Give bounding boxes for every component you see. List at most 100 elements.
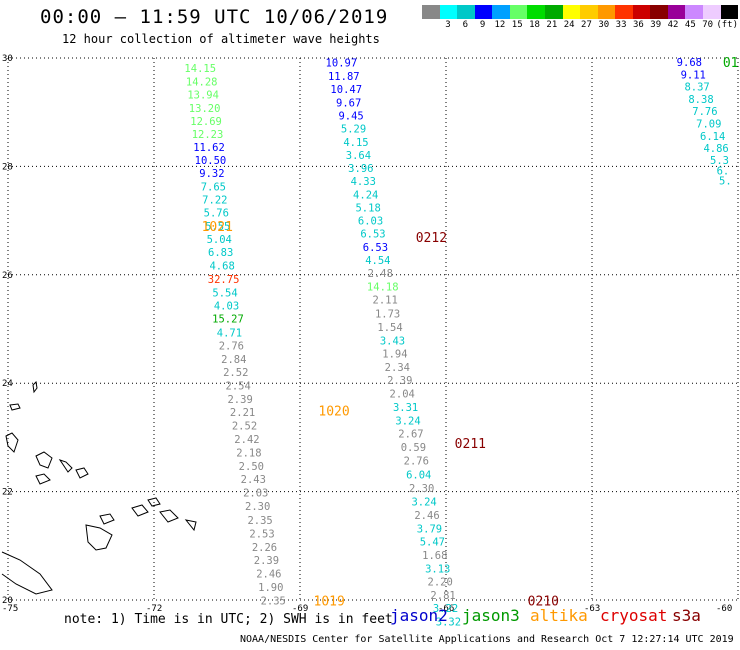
lat-tick-label: 28 [2, 162, 13, 172]
wave-height-point: 6.14 [700, 131, 725, 143]
wave-height-point: 6. [717, 166, 730, 178]
wave-height-point: 1.90 [258, 582, 283, 594]
wave-height-point: 4.15 [343, 137, 368, 149]
lon-tick-label: -60 [716, 604, 732, 614]
legend-tick-label: 27 [581, 20, 592, 30]
wave-height-point: 14.18 [367, 282, 399, 294]
wave-height-point: 3.43 [380, 335, 405, 347]
wave-height-point: 4.86 [703, 143, 728, 155]
coast-island-d [159, 509, 179, 523]
mission-jason3: jason3 [462, 606, 520, 625]
wave-height-point: 5.29 [341, 123, 366, 135]
wave-height-point: 4.68 [209, 261, 234, 273]
chart-title: 00:00 – 11:59 UTC 10/06/2019 [40, 6, 389, 28]
lat-tick-label: 30 [2, 54, 13, 64]
wave-height-point: 2.42 [234, 434, 259, 446]
legend-swatch [562, 5, 581, 19]
wave-height-point: 2.76 [404, 456, 429, 468]
lon-tick-label: -63 [584, 604, 600, 614]
wave-height-point: 3.13 [425, 564, 450, 576]
wave-height-point: 2.18 [236, 448, 261, 460]
wave-height-point: 3.32 [436, 617, 461, 629]
coast-cat-island [35, 451, 53, 469]
wave-height-point: 4.33 [351, 176, 376, 188]
wave-height-point: 1.54 [377, 322, 402, 334]
wave-height-point: 2.30 [409, 483, 434, 495]
legend-swatch [422, 5, 440, 19]
coast-caicos [131, 504, 149, 517]
wave-height-point: 13.20 [189, 103, 221, 115]
wave-height-point: 2.04 [390, 388, 415, 400]
mission-cryosat: cryosat [600, 606, 668, 625]
wave-height-point: 9.11 [681, 69, 706, 81]
wave-height-point: 2.76 [219, 340, 244, 352]
legend-swatch [667, 5, 686, 19]
legend-swatch [685, 5, 703, 19]
wave-height-point: 2.43 [241, 474, 266, 486]
wave-height-point: 1.68 [422, 550, 447, 562]
legend-tick-label: 45 [684, 20, 696, 30]
wave-height-point: 2.39 [227, 394, 252, 406]
wave-height-point: 2.46 [256, 568, 281, 580]
wave-height-point: 2.48 [368, 268, 393, 280]
track: 1019 [314, 595, 345, 610]
wave-height-point: 15.27 [212, 314, 244, 326]
legend-swatch [650, 5, 668, 19]
lat-tick-label: 26 [2, 271, 13, 281]
legend-swatch [720, 5, 739, 19]
coast-island-c [75, 467, 89, 479]
track: 3.313.242.670.592.766.042.303.242.463.79… [393, 402, 486, 629]
legend-tick-label: 15 [511, 20, 523, 30]
wave-height-point: 5.47 [420, 536, 445, 548]
pass-time-label: 1021 [202, 220, 233, 235]
wave-height-point: 1.94 [382, 348, 407, 360]
pass-time-label: 01 [723, 56, 739, 71]
wave-height-point: 2.52 [223, 367, 248, 379]
wave-height-point: 7.65 [201, 181, 226, 193]
legend-tick-label: 12 [494, 20, 506, 30]
wave-height-point: 9.45 [338, 110, 363, 122]
color-scale-legend [422, 5, 739, 19]
wave-height-point: 0.59 [401, 442, 426, 454]
wave-height-point: 2.81 [430, 590, 455, 602]
legend-swatch [580, 5, 598, 19]
wave-height-point: 6.53 [360, 229, 385, 241]
coast-hispaniola [85, 524, 113, 551]
wave-height-point: 5.04 [207, 234, 232, 246]
legend-tick-label: 3 [445, 20, 451, 30]
legend-tick-label: 6 [462, 20, 468, 30]
wave-height-point: 4.54 [365, 255, 390, 267]
wave-height-point: 2.54 [226, 380, 251, 392]
track: 10.9711.8710.479.679.455.294.153.643.964… [326, 57, 447, 400]
legend-swatch [527, 5, 545, 19]
wave-height-point: 9.67 [336, 97, 361, 109]
wave-height-point: 3.22 [433, 603, 458, 615]
wave-height-point: 3.79 [417, 523, 442, 535]
legend-swatch [632, 5, 651, 19]
wave-height-point: 2.21 [230, 407, 255, 419]
lat-tick-label: 24 [2, 379, 13, 389]
pass-time-label: 1020 [318, 404, 349, 419]
coast-island-b [35, 473, 51, 485]
wave-height-point: 2.20 [428, 577, 453, 589]
wave-height-point: 10.50 [195, 155, 227, 167]
coast-long-island [58, 459, 73, 473]
wave-height-point: 2.35 [247, 515, 272, 527]
wave-height-point: 10.47 [330, 84, 362, 96]
legend-tick-label: 21 [546, 20, 558, 30]
wave-height-point: 5.54 [212, 288, 237, 300]
coast-cuba-east [1, 551, 53, 595]
wave-height-point: 2.26 [252, 542, 277, 554]
legend-tick-label: 18 [529, 20, 540, 30]
legend-swatch [492, 5, 510, 19]
wave-height-point: 2.50 [239, 461, 264, 473]
wave-height-point: 7.76 [692, 106, 717, 118]
lon-tick-label: -72 [146, 604, 162, 614]
coast-andros [5, 432, 19, 453]
coastline [1, 380, 197, 595]
footer-note: note: 1) Time is in UTC; 2) SWH is in fe… [64, 612, 393, 627]
legend-tick-label: 39 [650, 20, 662, 30]
coast-turks [147, 497, 161, 507]
wave-height-point: 2.46 [414, 510, 439, 522]
